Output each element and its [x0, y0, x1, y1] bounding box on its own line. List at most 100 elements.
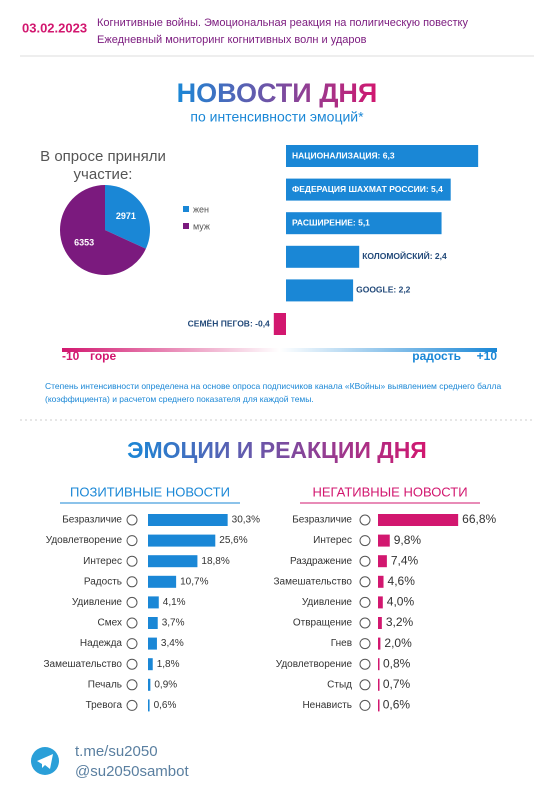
- bar: [378, 596, 383, 609]
- value-label: 4,0%: [387, 595, 415, 609]
- emotion-icon: [126, 555, 138, 567]
- row-label: Радость: [84, 576, 122, 587]
- link[interactable]: t.me/su2050: [75, 743, 158, 760]
- bar-label: СЕМЁН ПЕГОВ: -0,4: [188, 318, 270, 328]
- row-label: Гнев: [331, 638, 352, 649]
- emotion-icon: [126, 679, 138, 691]
- row-label: Ненависть: [302, 700, 352, 711]
- row-label: Раздражение: [290, 556, 352, 567]
- bar-label: ФЕДЕРАЦИЯ ШАХМАТ РОССИИ: 5,4: [292, 184, 443, 194]
- value-label: 2,0%: [384, 636, 412, 650]
- pie-slice: [105, 185, 150, 249]
- bar: [148, 617, 158, 629]
- bar: [286, 279, 354, 302]
- emotion-icon: [359, 514, 371, 526]
- value-label: 3,7%: [162, 618, 185, 629]
- telegram-plane: [37, 754, 53, 769]
- emotion-icon: [359, 638, 371, 650]
- emotion-icon: [126, 535, 138, 547]
- row-label: Интерес: [313, 535, 352, 546]
- pie-slice: [60, 185, 146, 275]
- scale-tick: +10: [477, 349, 498, 363]
- bar: [378, 555, 387, 568]
- value-label: 3,4%: [161, 638, 184, 649]
- emotion-icon: [359, 596, 371, 608]
- date: 03.02.2023: [22, 20, 87, 35]
- row-label: Замешательство: [274, 576, 353, 587]
- value-label: 0,6%: [383, 698, 411, 712]
- bar: [148, 699, 150, 712]
- slice-label: 6353: [74, 238, 94, 248]
- emotion-icon: [126, 596, 138, 608]
- legend-label: жен: [193, 204, 209, 214]
- row-label: Печаль: [88, 679, 122, 690]
- bar: [378, 617, 382, 629]
- legend-swatch: [183, 206, 189, 212]
- bar: [148, 678, 151, 691]
- bar: [286, 245, 360, 268]
- bar: [378, 678, 380, 691]
- value-label: 18,8%: [201, 556, 229, 567]
- value-label: 0,7%: [383, 677, 411, 691]
- row-label: Надежда: [80, 638, 123, 649]
- row-label: Смех: [98, 618, 122, 629]
- row-label: Стыд: [327, 679, 352, 690]
- value-label: 0,8%: [383, 656, 411, 670]
- bar-label: GOOGLE: 2,2: [356, 285, 411, 295]
- value-label: 66,8%: [462, 512, 496, 526]
- emotion-icon: [359, 699, 371, 711]
- row-label: Удовлетворение: [46, 535, 123, 546]
- pie-title: В опросе приняли участие:: [40, 148, 166, 183]
- emotion-icon: [359, 617, 371, 629]
- value-label: 10,7%: [180, 576, 208, 587]
- bar: [378, 575, 384, 588]
- header-line: Когнитивные войны. Эмоциональная реакция…: [97, 17, 468, 29]
- link[interactable]: @su2050sambot: [75, 763, 189, 780]
- bar: [148, 658, 153, 671]
- scale-word: радость: [412, 349, 461, 363]
- value-label: 7,4%: [391, 553, 419, 567]
- bar: [148, 596, 159, 609]
- bar: [378, 637, 381, 650]
- bar: [148, 575, 177, 588]
- panel-title: НЕГАТИВНЫЕ НОВОСТИ: [312, 484, 467, 499]
- scale-tick: -10: [62, 349, 80, 363]
- row-label: Удивление: [72, 597, 123, 608]
- emotion-icon: [126, 576, 138, 588]
- bar: [148, 637, 157, 650]
- value-label: 4,6%: [388, 574, 416, 588]
- row-label: Безразличие: [292, 515, 352, 526]
- row-label: Интерес: [83, 556, 122, 567]
- bar: [286, 212, 442, 235]
- emotion-icon: [359, 555, 371, 567]
- subtitle: по интенсивности эмоций*: [190, 109, 364, 125]
- bar: [148, 514, 228, 526]
- bar: [378, 514, 459, 526]
- emotion-icon: [126, 658, 138, 670]
- slice-label: 2971: [116, 211, 136, 221]
- title: НОВОСТИ ДНЯ: [177, 78, 378, 108]
- row-label: Тревога: [86, 700, 123, 711]
- note: Степень интенсивности определена на осно…: [45, 381, 502, 404]
- bar: [378, 699, 380, 712]
- panel-title: ПОЗИТИВНЫЕ НОВОСТИ: [70, 484, 230, 499]
- value-label: 0,9%: [154, 679, 177, 690]
- header-line: Ежедневный мониторинг когнитивных волн и…: [97, 34, 367, 46]
- emotion-icon: [126, 638, 138, 650]
- bar: [286, 145, 479, 167]
- emotion-icon: [126, 514, 138, 526]
- bar: [378, 658, 380, 671]
- value-label: 30,3%: [232, 515, 260, 526]
- value-label: 9,8%: [394, 533, 422, 547]
- row-label: Замешательство: [44, 659, 123, 670]
- bar-label: НАЦИОНАЛИЗАЦИЯ: 6,3: [292, 150, 395, 160]
- row-label: Удивление: [302, 597, 353, 608]
- legend-swatch: [183, 223, 189, 229]
- bar: [148, 555, 198, 568]
- emotion-icon: [359, 658, 371, 670]
- emotion-icon: [359, 535, 371, 547]
- row-label: Отвращение: [293, 618, 353, 629]
- value-label: 3,2%: [386, 615, 414, 629]
